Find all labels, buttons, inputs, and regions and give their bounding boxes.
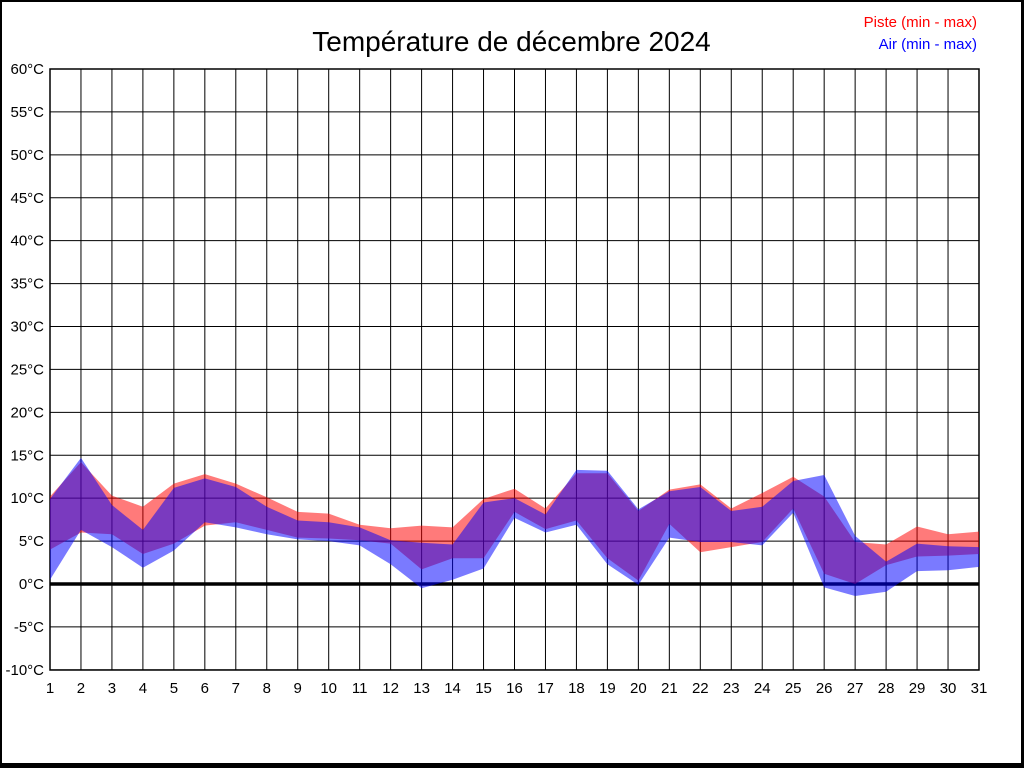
plot-border	[49, 68, 980, 671]
x-tick-label: 22	[692, 680, 709, 697]
air-band	[50, 457, 979, 597]
x-tick-label: 29	[909, 680, 926, 697]
x-tick-label: 26	[816, 680, 833, 697]
x-tick-label: 19	[599, 680, 616, 697]
x-tick-label: 23	[723, 680, 740, 697]
y-tick-label: -10°C	[5, 662, 44, 679]
x-tick-label: 3	[108, 680, 116, 697]
x-tick-label: 16	[506, 680, 523, 697]
legend-piste: Piste (min - max)	[863, 14, 977, 31]
y-tick-label: 45°C	[10, 190, 44, 207]
y-tick-label: 15°C	[10, 447, 44, 464]
x-tick-label: 21	[661, 680, 678, 697]
x-tick-label: 17	[537, 680, 554, 697]
x-tick-label: 24	[754, 680, 771, 697]
y-tick-label: 25°C	[10, 361, 44, 378]
x-tick-label: 1	[46, 680, 54, 697]
legend-air: Air (min - max)	[878, 36, 977, 53]
x-tick-label: 4	[139, 680, 147, 697]
x-tick-label: 31	[971, 680, 988, 697]
y-tick-label: 0°C	[19, 576, 44, 593]
x-tick-label: 6	[201, 680, 209, 697]
x-tick-label: 25	[785, 680, 802, 697]
x-tick-label: 12	[382, 680, 399, 697]
x-tick-label: 9	[294, 680, 302, 697]
x-tick-label: 7	[232, 680, 240, 697]
x-tick-label: 2	[77, 680, 85, 697]
chart-legend: Piste (min - max) Air (min - max)	[864, 12, 977, 56]
x-tick-label: 13	[413, 680, 430, 697]
y-tick-label: 35°C	[10, 276, 44, 293]
y-tick-label: 60°C	[10, 61, 44, 78]
y-tick-label: 55°C	[10, 104, 44, 121]
x-tick-label: 10	[320, 680, 337, 697]
y-tick-label: -5°C	[14, 619, 44, 636]
x-tick-label: 30	[940, 680, 957, 697]
x-tick-label: 15	[475, 680, 492, 697]
chart-title: Température de décembre 2024	[312, 26, 711, 57]
x-tick-label: 27	[847, 680, 864, 697]
x-tick-label: 18	[568, 680, 585, 697]
y-tick-label: 20°C	[10, 404, 44, 421]
y-tick-label: 5°C	[19, 533, 44, 550]
x-tick-label: 20	[630, 680, 647, 697]
x-tick-label: 8	[263, 680, 271, 697]
y-tick-label: 50°C	[10, 147, 44, 164]
x-tick-label: 28	[878, 680, 895, 697]
x-tick-label: 5	[170, 680, 178, 697]
y-tick-label: 40°C	[10, 233, 44, 250]
y-tick-label: 10°C	[10, 490, 44, 507]
x-tick-label: 14	[444, 680, 461, 697]
x-tick-label: 11	[352, 680, 368, 697]
y-tick-label: 30°C	[10, 319, 44, 336]
